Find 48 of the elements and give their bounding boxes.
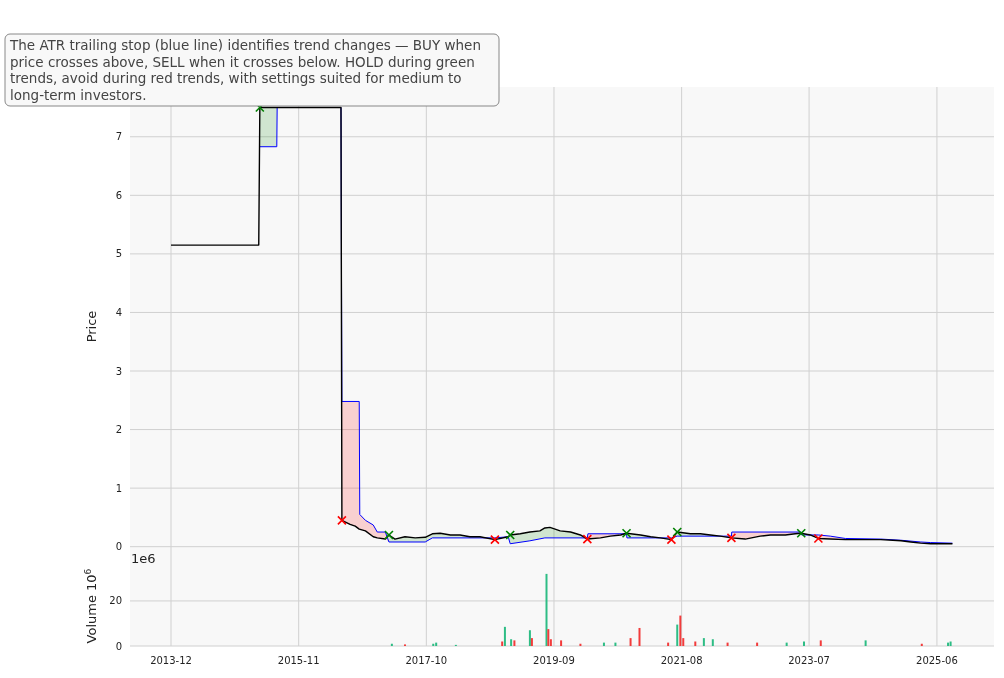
y-tick-label: 3 [115, 365, 122, 377]
y-tick-label: 0 [115, 541, 122, 553]
x-tick-label: 2021-08 [660, 655, 703, 666]
bar [819, 640, 822, 646]
bar [864, 640, 867, 646]
y-tick-label: 7 [115, 131, 122, 143]
y-tick-label: 5 [115, 248, 122, 260]
x-tick-label: 2019-09 [533, 655, 575, 666]
y-axis-title: Price [84, 310, 99, 343]
x-tick-label: 2023-07 [788, 655, 830, 666]
point [337, 515, 347, 526]
y-tick-label: 6 [115, 189, 122, 201]
y-tick-label: 4 [115, 306, 122, 318]
annotation: 1e6 [131, 551, 156, 566]
bar [560, 640, 563, 646]
y-tick-label: 0 [115, 640, 122, 652]
y-tick-label: 2 [115, 424, 122, 436]
point [672, 527, 683, 537]
y-tick-label: 20 [109, 595, 122, 607]
point [796, 528, 807, 539]
point [813, 533, 824, 544]
bar [629, 638, 632, 646]
x-tick-label: 2017-10 [405, 655, 448, 666]
point [582, 534, 593, 544]
bar [702, 638, 705, 646]
point [621, 528, 632, 539]
bar [802, 641, 805, 646]
point [384, 530, 394, 540]
bar [503, 626, 506, 646]
bar [501, 641, 504, 646]
annotation: The ATR trailing stop (blue line) identifies trend changes — BUY when price crosses above, SELL when it crosses below. HOLD during green trends, avoid during red trends, with settings suited for medium to long-term investors. [9, 37, 481, 103]
bar [711, 639, 714, 646]
y-tick-label: 1 [115, 482, 122, 494]
point [490, 534, 500, 545]
x-tick-label: 2013-12 [150, 655, 192, 666]
bar [676, 624, 679, 646]
bar [694, 641, 697, 646]
point [666, 534, 677, 545]
point [726, 533, 737, 543]
bar [547, 629, 550, 646]
bar [545, 573, 548, 646]
x-tick-label: 2025-06 [916, 655, 958, 666]
bar [679, 615, 682, 646]
bar [638, 627, 641, 646]
bar [530, 638, 533, 646]
bar [528, 630, 531, 646]
point [505, 530, 516, 540]
x-tick-label: 2015-11 [277, 655, 320, 666]
